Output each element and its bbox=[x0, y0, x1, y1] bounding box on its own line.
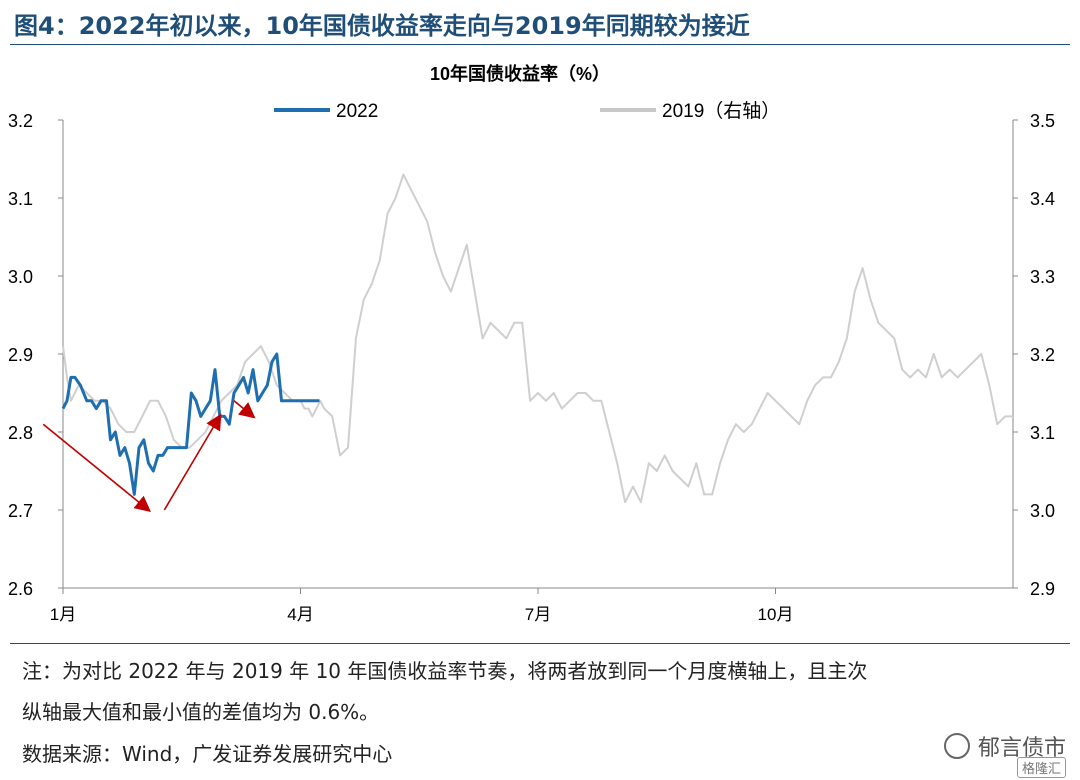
right-tick-label: 2.9 bbox=[1030, 579, 1055, 599]
chart-title: 10年国债收益率（%） bbox=[430, 63, 610, 84]
watermark: 郁言债市 bbox=[943, 730, 1066, 762]
notes-rule bbox=[10, 643, 1070, 644]
wechat-icon bbox=[943, 733, 970, 759]
right-tick-label: 3.5 bbox=[1030, 111, 1055, 131]
watermark-text: 郁言债市 bbox=[977, 736, 1066, 761]
x-tick-label: 10月 bbox=[758, 605, 794, 624]
left-tick-label: 2.7 bbox=[8, 501, 33, 521]
legend: 2022 2019（右轴） bbox=[274, 100, 780, 122]
right-tick-label: 3.1 bbox=[1030, 423, 1055, 443]
left-tick-label: 2.8 bbox=[8, 423, 33, 443]
right-tick-label: 3.0 bbox=[1030, 501, 1055, 521]
note-line-2: 纵轴最大值和最小值的差值均为 0.6%。 bbox=[22, 700, 380, 724]
left-tick-label: 2.9 bbox=[8, 345, 33, 365]
trend-arrow bbox=[42, 423, 151, 513]
chart: 10年国债收益率（%） 2022 2019（右轴） 2.6 2.7 2.8 2.9 3.0… bbox=[8, 63, 1055, 624]
series-layer bbox=[61, 173, 1013, 504]
source-note: 数据来源：Wind，广发证券发展研究中心 bbox=[22, 742, 393, 766]
x-tick-label: 7月 bbox=[525, 605, 551, 624]
x-tick-label: 1月 bbox=[50, 605, 76, 624]
right-tick-label: 3.2 bbox=[1030, 345, 1055, 365]
right-tick-label: 3.4 bbox=[1030, 189, 1055, 209]
series-line-2022 bbox=[61, 352, 320, 496]
title-rule bbox=[10, 44, 1070, 45]
legend-label-2019: 2019（右轴） bbox=[662, 100, 780, 122]
axes: 2.6 2.7 2.8 2.9 3.0 3.1 3.2 2.9 3.0 3.1 3.2 3.3 3.4 3… bbox=[8, 111, 1055, 624]
trend-arrow bbox=[233, 400, 256, 419]
figure-title: 图4：2022年初以来，10年国债收益率走向与2019年同期较为接近 bbox=[14, 12, 750, 40]
legend-label-2022: 2022 bbox=[336, 101, 378, 122]
left-tick-label: 2.6 bbox=[8, 579, 33, 599]
left-tick-label: 3.2 bbox=[8, 111, 33, 131]
left-tick-label: 3.0 bbox=[8, 267, 33, 287]
watermark-sub: 格隆汇 bbox=[1016, 757, 1066, 778]
arrow-layer bbox=[42, 400, 256, 513]
x-tick-label: 4月 bbox=[287, 605, 313, 624]
left-tick-label: 3.1 bbox=[8, 189, 33, 209]
trend-arrow bbox=[163, 413, 222, 511]
note-line-1: 注：为对比 2022 年与 2019 年 10 年国债收益率节奏，将两者放到同一… bbox=[22, 659, 868, 683]
right-tick-label: 3.3 bbox=[1030, 267, 1055, 287]
series-line-2019 bbox=[62, 173, 1013, 504]
